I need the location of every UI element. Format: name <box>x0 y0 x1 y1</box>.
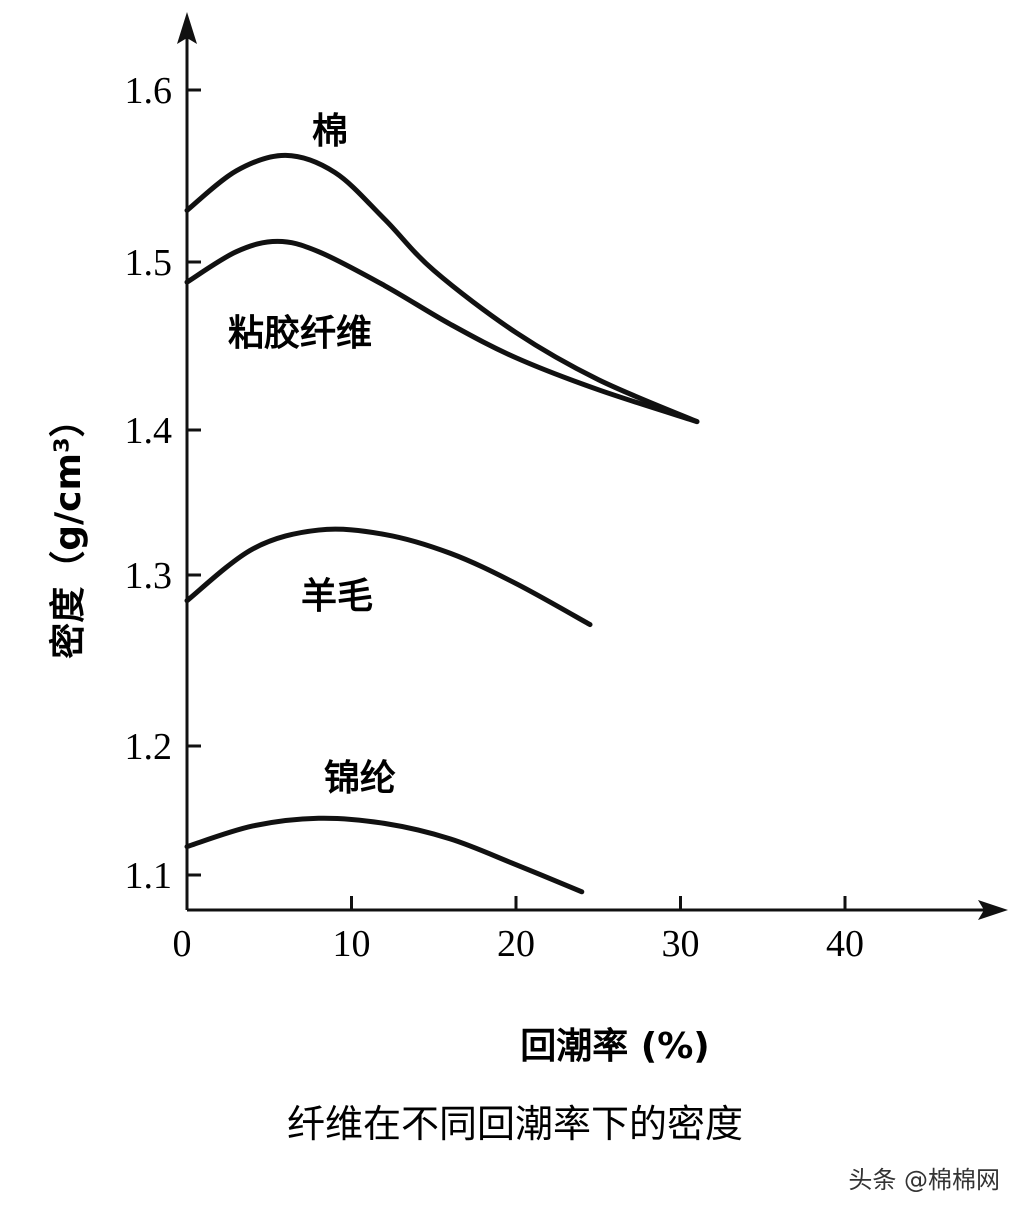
x-axis-label: 回潮率 (%) <box>520 1026 710 1067</box>
x-axis-arrow-icon <box>978 900 1008 920</box>
series-lines <box>184 152 700 895</box>
y-tick-label: 1.1 <box>125 855 173 897</box>
y-tick-label: 1.2 <box>125 726 173 768</box>
series-label-1: 粘胶纤维 <box>228 313 372 354</box>
series-line-0 <box>184 152 700 425</box>
y-axis-arrow-icon <box>177 12 197 44</box>
x-tick-label: 10 <box>333 923 371 965</box>
series-label-0: 棉 <box>312 111 348 152</box>
chart-title: 纤维在不同回潮率下的密度 <box>287 1102 743 1146</box>
axes: 0 10 20 30 40 1.1 1.2 1.3 1.4 1.5 1.6 <box>125 12 1008 965</box>
x-tick-label: 0 <box>173 923 192 965</box>
watermark: 头条 @棉棉网 <box>848 1166 1000 1194</box>
x-tick-label: 40 <box>826 923 864 965</box>
series-line-3 <box>184 815 585 895</box>
y-tick-label: 1.4 <box>125 410 173 452</box>
series-label-3: 锦纶 <box>324 758 396 799</box>
y-tick-label: 1.3 <box>125 555 173 597</box>
y-tick-label: 1.5 <box>125 242 173 284</box>
series-line-2 <box>184 526 593 628</box>
x-tick-label: 20 <box>497 923 535 965</box>
x-tick-label: 30 <box>662 923 700 965</box>
series-line-1 <box>184 238 700 425</box>
y-tick-label: 1.6 <box>125 70 173 112</box>
series-label-2: 羊毛 <box>301 576 373 617</box>
y-axis-label: 密度（g/cm³） <box>47 401 89 659</box>
